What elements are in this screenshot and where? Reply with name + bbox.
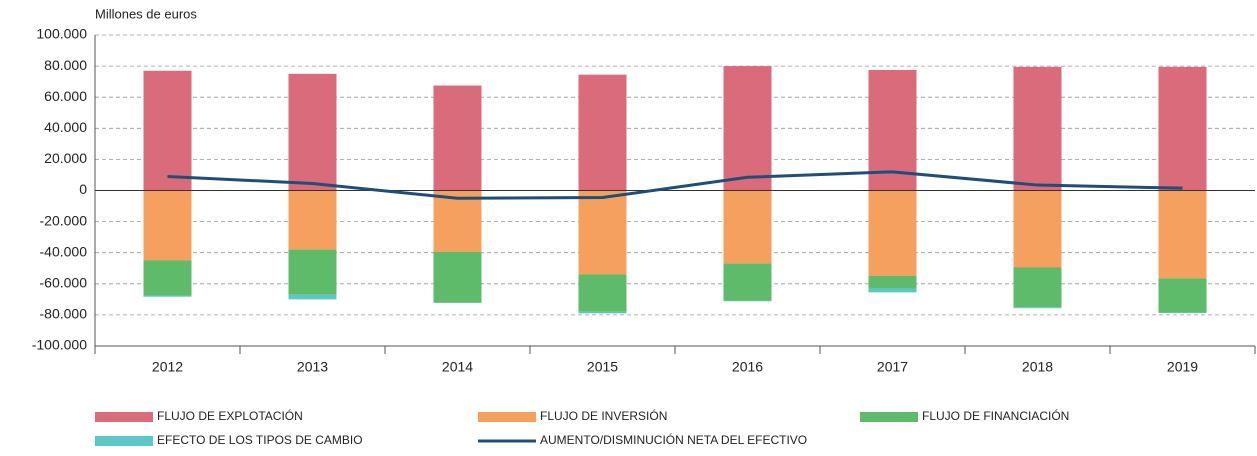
legend-label: FLUJO DE INVERSIÓN xyxy=(540,408,667,423)
bar-segment xyxy=(578,311,627,314)
bar-segment xyxy=(1158,190,1207,279)
y-tick-label: -40.000 xyxy=(40,243,88,259)
y-tick-label: -100.000 xyxy=(32,337,87,353)
bar-segment xyxy=(143,70,192,191)
line-series xyxy=(167,170,1183,200)
axis-unit: Millones de euros xyxy=(95,6,197,21)
bar-segment xyxy=(1013,267,1062,308)
x-tick-label: 2014 xyxy=(442,359,473,375)
y-tick-label: 100.000 xyxy=(36,26,87,42)
bar-segment xyxy=(143,295,192,297)
bar-segment xyxy=(143,190,192,261)
legend-label: AUMENTO/DISMINUCIÓN NETA DEL EFECTIVO xyxy=(540,432,807,447)
y-tick-label: 40.000 xyxy=(44,119,87,135)
bar-segment xyxy=(868,190,917,277)
bar-segment xyxy=(288,294,337,300)
bar-segment xyxy=(433,85,482,191)
bar-segment xyxy=(1013,190,1062,268)
legend-label: FLUJO DE EXPLOTACIÓN xyxy=(157,408,303,423)
x-tick-label: 2013 xyxy=(297,359,328,375)
bar-segment xyxy=(868,276,917,289)
bar-segment xyxy=(723,66,772,191)
bar-segment xyxy=(1158,66,1207,191)
legend-swatch xyxy=(95,436,153,446)
bar-segment xyxy=(1013,66,1062,191)
bar-segment xyxy=(288,190,337,250)
bar-segment xyxy=(1013,307,1062,309)
legend-swatch xyxy=(478,412,536,422)
x-tick-label: 2016 xyxy=(732,359,763,375)
bar-segment xyxy=(723,263,772,301)
bar-segment xyxy=(868,288,917,293)
bar-segment xyxy=(578,190,627,275)
bar-segment xyxy=(1158,278,1207,313)
y-tick-label: 60.000 xyxy=(44,88,87,104)
y-tick-label: 80.000 xyxy=(44,57,87,73)
legend-swatch xyxy=(95,412,153,422)
bar-segment xyxy=(723,190,772,264)
bar-segment xyxy=(143,260,192,296)
bar-segment xyxy=(288,73,337,191)
y-tick-label: 20.000 xyxy=(44,150,87,166)
x-tick-label: 2012 xyxy=(152,359,183,375)
legend-label: EFECTO DE LOS TIPOS DE CAMBIO xyxy=(157,433,363,447)
y-tick-label: -80.000 xyxy=(40,306,88,322)
bar-segment xyxy=(578,74,627,191)
bar-segment xyxy=(433,251,482,303)
legend-label: FLUJO DE FINANCIACIÓN xyxy=(922,408,1069,423)
legend-swatch xyxy=(860,412,918,422)
bar-segment xyxy=(578,274,627,312)
y-tick-label: -20.000 xyxy=(40,212,88,228)
x-tick-label: 2018 xyxy=(1022,359,1053,375)
y-tick-label: 0 xyxy=(79,181,87,197)
x-tick-label: 2017 xyxy=(877,359,908,375)
x-tick-label: 2015 xyxy=(587,359,618,375)
y-tick-label: -60.000 xyxy=(40,275,88,291)
bar-segment xyxy=(288,249,337,295)
x-tick-label: 2019 xyxy=(1167,359,1198,375)
bar-segment xyxy=(433,190,482,252)
